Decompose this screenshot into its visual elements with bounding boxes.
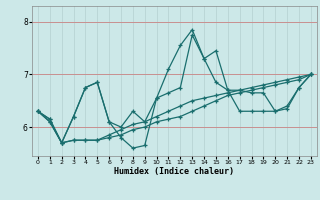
X-axis label: Humidex (Indice chaleur): Humidex (Indice chaleur)	[115, 167, 234, 176]
